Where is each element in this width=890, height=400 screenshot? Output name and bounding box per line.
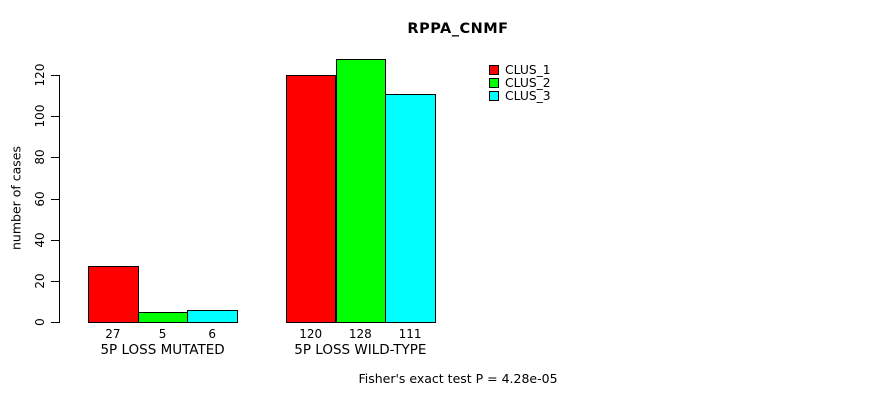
bar-value-label: 5	[158, 327, 167, 341]
legend-swatch-clus_1	[489, 64, 499, 75]
bar-value-label: 120	[299, 327, 323, 341]
bar-clus_1-2	[285, 75, 337, 323]
y-axis-line	[59, 75, 60, 323]
chart-title: RPPA_CNMF	[407, 21, 509, 37]
y-axis-tick-label: 20	[33, 273, 47, 289]
bar-clus_3-2	[385, 93, 436, 323]
bar-clus_2-1	[137, 311, 189, 323]
x-category-label: 5P LOSS MUTATED	[100, 342, 225, 358]
y-axis-tick	[51, 239, 59, 241]
legend: CLUS_1 CLUS_2 CLUS_3	[489, 62, 551, 103]
y-axis-tick-label: 100	[33, 104, 47, 128]
legend-swatch-clus_3	[489, 90, 499, 101]
bar-value-label: 6	[208, 327, 217, 341]
y-axis-tick-label: 40	[33, 232, 47, 248]
y-axis-tick-label: 80	[33, 149, 47, 165]
y-axis-tick	[51, 75, 59, 76]
legend-item-clus_3: CLUS_3	[489, 88, 551, 103]
y-axis-tick-label: 0	[33, 318, 47, 326]
legend-item-clus_1: CLUS_1	[489, 62, 551, 77]
bar-value-label: 111	[398, 327, 422, 341]
bar-value-label: 27	[105, 327, 121, 341]
bar-clus_2-2	[335, 58, 387, 323]
legend-label: CLUS_2	[505, 75, 551, 90]
y-axis-tick	[51, 322, 59, 323]
fisher-test-annotation: Fisher's exact test P = 4.28e-05	[358, 371, 558, 386]
y-axis-tick-label: 120	[33, 63, 47, 87]
bar-clus_1-1	[88, 266, 139, 323]
legend-label: CLUS_1	[505, 62, 551, 77]
y-axis-tick	[51, 280, 59, 282]
bar-value-label: 128	[348, 327, 372, 341]
bar-clus_3-1	[187, 309, 239, 323]
legend-label: CLUS_3	[505, 88, 551, 103]
y-axis-tick	[51, 157, 59, 159]
y-axis-tick	[51, 198, 59, 200]
y-axis-tick-label: 60	[33, 190, 47, 207]
legend-swatch-clus_2	[489, 77, 499, 88]
x-category-label: 5P LOSS WILD-TYPE	[294, 342, 427, 358]
y-axis-label: number of cases	[8, 145, 24, 251]
legend-item-clus_2: CLUS_2	[489, 75, 551, 90]
y-axis-tick	[51, 116, 59, 118]
